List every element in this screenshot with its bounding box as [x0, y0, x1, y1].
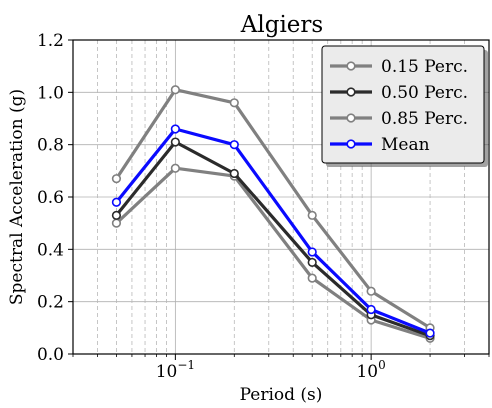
- y-tick-label: 0.8: [37, 136, 64, 156]
- series-point-3: [307, 247, 317, 257]
- legend-marker-1: [346, 87, 356, 97]
- series-point-2: [111, 174, 122, 184]
- series-point-3: [229, 140, 239, 150]
- series-point-2: [170, 85, 180, 95]
- series-point-0: [307, 273, 317, 283]
- series-point-2: [307, 210, 317, 220]
- series-line-2: [115, 88, 431, 330]
- ticks: 0.0 0.2 0.4 0.6 0.8 1.0 1.2 10−1 100: [37, 31, 490, 382]
- x-tick-label: 100: [356, 358, 385, 382]
- legend-marker-2: [346, 113, 356, 123]
- y-tick-label: 0.0: [37, 345, 64, 365]
- series-point-3: [111, 197, 122, 207]
- legend: 0.15 Perc. 0.50 Perc. 0.85 Perc. Mean: [321, 45, 488, 167]
- x-axis-label: Period (s): [240, 385, 323, 405]
- y-tick-label: 1.2: [37, 31, 64, 51]
- series-point-3: [366, 304, 376, 315]
- series-point-0: [111, 218, 122, 228]
- series-point-3: [425, 328, 435, 338]
- series-line-1: [115, 140, 431, 338]
- series-point-3: [170, 124, 180, 134]
- legend-marker-0: [346, 61, 356, 71]
- series-point-1: [229, 168, 239, 179]
- y-tick-label: 1.0: [37, 83, 64, 103]
- x-tick-label: 10−1: [156, 358, 195, 382]
- series-point-1: [170, 137, 180, 147]
- series-point-1: [307, 257, 317, 268]
- series-point-2: [366, 286, 376, 296]
- legend-box: [321, 45, 485, 164]
- series-line-3: [115, 127, 431, 335]
- series-point-2: [229, 98, 239, 108]
- series-line-0: [115, 166, 431, 340]
- series-layer: [111, 85, 435, 343]
- y-axis-label: Spectral Acceleration (g): [7, 89, 27, 305]
- legend-marker-3: [346, 139, 356, 149]
- legend-label-3: Mean: [381, 135, 430, 155]
- y-tick-label: 0.4: [37, 240, 64, 260]
- legend-label-0: 0.15 Perc.: [381, 57, 468, 77]
- legend-label-1: 0.50 Perc.: [381, 83, 468, 103]
- y-tick-label: 0.6: [37, 188, 64, 208]
- chart-title: Algiers: [240, 12, 323, 38]
- series-point-1: [111, 210, 122, 220]
- y-tick-label: 0.2: [37, 293, 64, 313]
- legend-label-2: 0.85 Perc.: [381, 109, 468, 129]
- series-point-0: [170, 163, 180, 173]
